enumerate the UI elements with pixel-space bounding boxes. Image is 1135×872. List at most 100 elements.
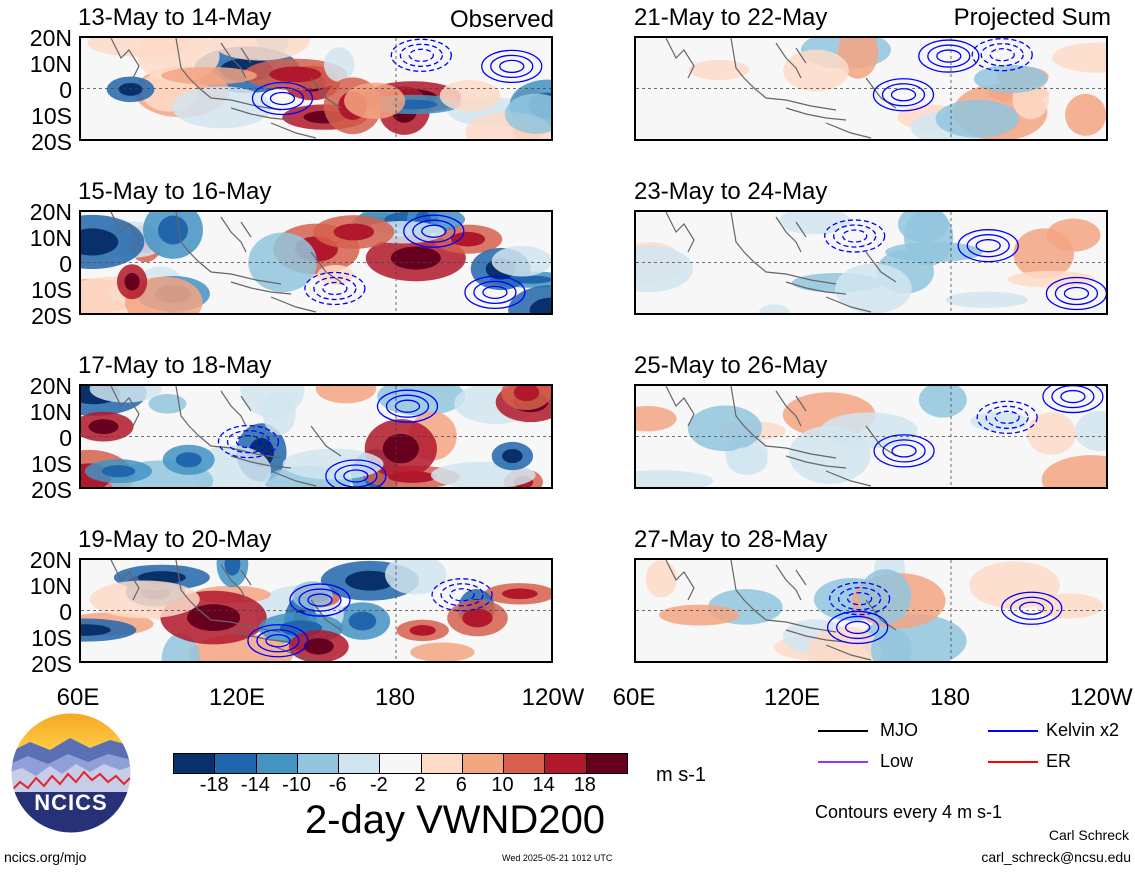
- kelvin-contour: [482, 285, 508, 299]
- panel-title-3: 17-May to 18-May: [78, 352, 272, 379]
- kelvin-contour: [994, 410, 1020, 424]
- wind-anomaly-core: [224, 560, 241, 576]
- wind-anomaly-blob: [636, 245, 694, 293]
- wind-anomaly-blob: [918, 386, 967, 418]
- wind-anomaly-core: [333, 223, 375, 241]
- kelvin-contour: [343, 469, 369, 483]
- kelvin-contour: [828, 581, 891, 616]
- colorbar-swatch: [338, 754, 380, 773]
- kelvin-contour: [1001, 591, 1063, 625]
- wind-anomaly-blob: [377, 386, 466, 416]
- er-legend-line: [988, 761, 1038, 763]
- kelvin-contour: [1063, 286, 1090, 301]
- mjo-legend-label: MJO: [880, 720, 918, 740]
- x-tick-120e-right: 120E: [763, 684, 821, 711]
- y-tick-label: 10N: [29, 399, 72, 425]
- kelvin-contour: [1060, 389, 1086, 404]
- wind-anomaly-blob: [636, 405, 677, 432]
- wind-anomaly-blob: [935, 99, 1020, 138]
- kelvin-contour: [890, 88, 917, 102]
- wind-anomaly-blob: [973, 64, 1048, 94]
- wind-anomaly-core: [187, 604, 241, 631]
- wind-anomaly-blob: [688, 59, 750, 80]
- wind-anomaly-blob: [148, 393, 187, 414]
- kelvin-contour: [394, 399, 421, 413]
- kelvin-contour: [1054, 281, 1099, 306]
- wind-anomaly-blob: [898, 212, 949, 243]
- panel-title-6: 23-May to 24-May: [634, 178, 828, 205]
- wind-anomaly-blob: [807, 626, 882, 661]
- panel-title-8: 27-May to 28-May: [634, 526, 828, 553]
- kelvin-contour: [976, 400, 1038, 434]
- x-tick-180-left: 180: [374, 684, 416, 711]
- kelvin-contour: [873, 434, 935, 468]
- panel-title-4: 19-May to 20-May: [78, 526, 272, 553]
- wind-anomaly-blob: [172, 86, 272, 129]
- x-tick-60e-right: 60E: [612, 684, 656, 711]
- kelvin-contour: [882, 439, 926, 463]
- colorbar-tick-label: -6: [328, 774, 347, 796]
- y-tick-label: 20S: [31, 651, 72, 677]
- colorbar-tick-label: -10: [282, 774, 311, 796]
- wind-anomaly-core: [124, 272, 140, 291]
- map-panel-17-may: [79, 384, 553, 489]
- wind-anomaly-core: [382, 433, 419, 464]
- kelvin-contour: [298, 588, 342, 612]
- wind-anomaly-core: [502, 448, 523, 464]
- kelvin-contour: [985, 405, 1029, 429]
- y-tick-label: 20S: [31, 477, 72, 503]
- wind-anomaly-blob: [1013, 228, 1075, 280]
- kelvin-contour: [1019, 601, 1045, 615]
- kelvin-contour: [403, 214, 465, 248]
- map-panel-13-may: [79, 36, 553, 141]
- wind-anomaly-core: [101, 465, 136, 478]
- kelvin-contour: [289, 583, 351, 617]
- wind-anomaly-blob: [439, 80, 501, 112]
- kelvin-contour: [440, 583, 484, 607]
- wind-anomaly-blob: [89, 580, 200, 619]
- map-panel-25-may: [634, 384, 1108, 489]
- wind-anomaly-blob: [858, 569, 912, 625]
- coastline: [665, 38, 897, 139]
- kelvin-contour: [376, 389, 439, 423]
- er-legend-label: ER: [1046, 751, 1072, 771]
- wind-anomaly-blob: [1007, 270, 1095, 288]
- map-field: [636, 386, 1106, 487]
- colorbar-swatch: [255, 754, 297, 773]
- kelvin-contour: [304, 271, 366, 306]
- wind-anomaly-core: [269, 66, 322, 83]
- colorbar-tick-label: -14: [240, 774, 270, 796]
- footer-email[interactable]: carl_schreck@ncsu.edu: [981, 849, 1131, 865]
- kelvin-contour: [390, 38, 452, 72]
- wind-anomaly-core: [529, 297, 551, 313]
- y-tick-label: 10S: [31, 103, 72, 129]
- wind-anomaly-blob: [1041, 455, 1106, 487]
- map-field: [81, 560, 551, 661]
- mjo-legend-line: [818, 730, 868, 732]
- footer-url[interactable]: ncics.org/mjo: [4, 849, 87, 865]
- wind-anomaly-core: [409, 625, 436, 636]
- wind-anomaly-blob: [161, 66, 257, 85]
- logo-text: NCICS: [34, 790, 108, 815]
- wind-anomaly-core: [462, 608, 493, 628]
- wind-anomaly-core: [450, 231, 486, 247]
- kelvin-contour: [845, 620, 871, 635]
- observed-label: Observed: [449, 6, 554, 33]
- kelvin-contour: [499, 59, 525, 74]
- ncics-logo[interactable]: NCICS: [10, 712, 132, 834]
- kelvin-contour: [247, 624, 309, 658]
- kelvin-contour: [1045, 276, 1106, 311]
- kelvin-contour: [1042, 386, 1104, 414]
- kelvin-contour: [412, 219, 456, 243]
- wind-anomaly-blob: [636, 470, 714, 487]
- kelvin-contour: [473, 280, 517, 304]
- wind-anomaly-blob: [687, 405, 762, 452]
- y-tick-label: 10S: [31, 451, 72, 477]
- kelvin-contour: [989, 48, 1015, 62]
- map-panel-19-may: [79, 558, 553, 663]
- wind-anomaly-blob: [970, 411, 1029, 432]
- low-legend-line: [818, 761, 868, 763]
- colorbar-units: m s-1: [656, 764, 706, 786]
- kelvin-legend-label: Kelvin x2: [1046, 720, 1120, 740]
- coastline: [665, 386, 897, 487]
